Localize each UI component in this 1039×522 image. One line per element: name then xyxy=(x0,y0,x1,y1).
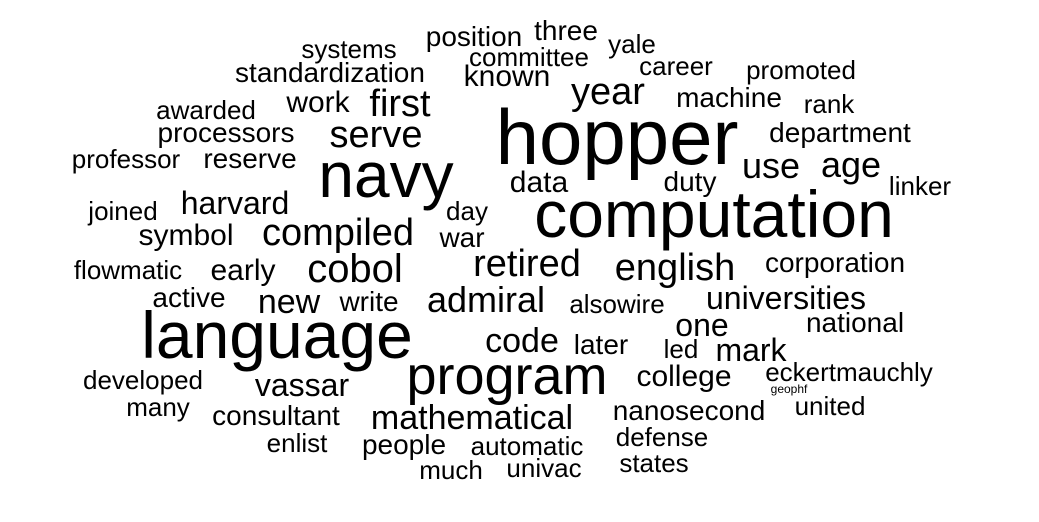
word-early: early xyxy=(210,254,276,287)
word-compiled: compiled xyxy=(261,212,415,254)
word-defense: defense xyxy=(615,422,709,452)
word-college: college xyxy=(636,360,732,393)
word-enlist: enlist xyxy=(266,428,328,458)
word-many: many xyxy=(126,392,190,422)
word-united: united xyxy=(794,391,866,421)
word-rank: rank xyxy=(803,89,855,119)
word-nanosecond: nanosecond xyxy=(612,395,766,426)
word-universities: universities xyxy=(705,280,867,316)
word-known: known xyxy=(463,60,551,93)
word-led: led xyxy=(663,334,699,364)
word-admiral: admiral xyxy=(426,279,546,320)
word-states: states xyxy=(619,448,689,478)
word-work: work xyxy=(286,86,350,119)
word-position: position xyxy=(425,21,523,52)
word-yale: yale xyxy=(608,29,656,59)
word-professor: professor xyxy=(71,144,181,174)
word-mark: mark xyxy=(715,332,787,368)
word-standardization: standardization xyxy=(235,57,425,88)
word-symbol: symbol xyxy=(138,219,234,252)
word-age: age xyxy=(820,144,882,185)
word-code: code xyxy=(485,322,559,360)
word-harvard: harvard xyxy=(180,185,290,221)
word-career: career xyxy=(639,51,713,81)
word-flowmatic: flowmatic xyxy=(73,255,183,285)
word-awarded: awarded xyxy=(156,95,256,125)
word-geophf: geophf xyxy=(770,382,808,396)
word-new: new xyxy=(257,283,321,321)
word-machine: machine xyxy=(676,82,782,113)
word-one: one xyxy=(675,307,729,343)
word-english: english xyxy=(614,247,736,289)
word-eckertmauchly: eckertmauchly xyxy=(765,357,933,387)
word-corporation: corporation xyxy=(764,247,906,278)
word-department: department xyxy=(769,117,911,148)
word-computation: computation xyxy=(534,177,894,251)
word-war: war xyxy=(439,222,485,253)
word-active: active xyxy=(152,282,226,313)
word-people: people xyxy=(361,429,447,460)
word-data: data xyxy=(509,166,569,199)
word-developed: developed xyxy=(83,365,203,395)
word-first: first xyxy=(369,83,431,125)
word-committee: committee xyxy=(469,42,589,72)
word-cobol: cobol xyxy=(307,247,403,291)
word-univac: univac xyxy=(506,453,582,483)
word-retired: retired xyxy=(473,243,581,285)
word-language: language xyxy=(141,298,413,372)
word-processors: processors xyxy=(157,117,295,148)
word-duty: duty xyxy=(663,166,717,197)
word-reserve: reserve xyxy=(203,143,297,174)
word-write: write xyxy=(339,286,399,317)
word-joined: joined xyxy=(88,196,158,226)
word-consultant: consultant xyxy=(212,400,340,431)
word-national: national xyxy=(805,307,905,338)
word-automatic: automatic xyxy=(470,431,584,461)
word-navy: navy xyxy=(318,139,454,211)
word-mathematical: mathematical xyxy=(370,399,574,437)
word-hopper: hopper xyxy=(495,93,739,181)
word-program: program xyxy=(406,346,608,406)
word-day: day xyxy=(446,196,488,226)
word-linker: linker xyxy=(888,171,952,201)
word-three: three xyxy=(534,15,598,46)
word-later: later xyxy=(573,329,629,360)
word-alsowire: alsowire xyxy=(569,289,665,319)
word-serve: serve xyxy=(329,114,423,156)
word-promoted: promoted xyxy=(746,55,856,85)
word-use: use xyxy=(741,145,801,186)
word-year: year xyxy=(571,71,645,113)
word-systems: systems xyxy=(301,34,397,64)
word-much: much xyxy=(419,455,483,485)
word-vassar: vassar xyxy=(254,367,350,403)
